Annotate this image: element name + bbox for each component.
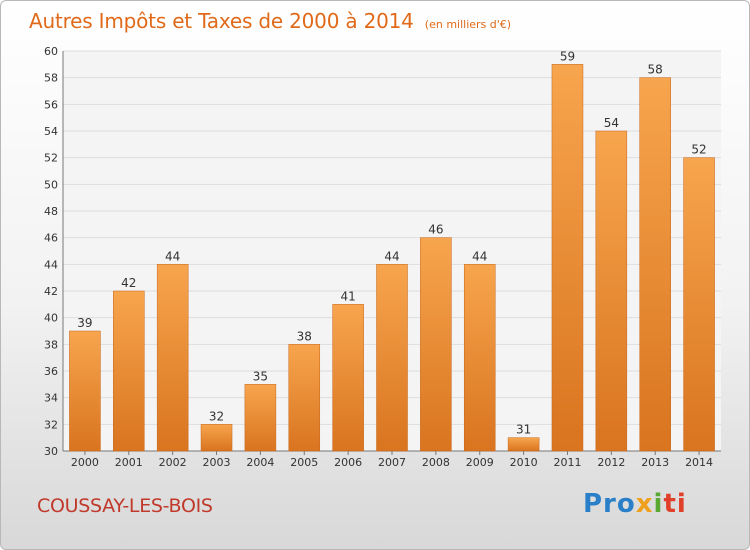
y-tick-label: 32 [44,418,58,431]
bar-2006 [332,304,364,452]
bar-2009 [463,264,496,452]
y-tick-label: 46 [44,232,58,245]
y-tick-label: 34 [44,392,58,405]
bar-value-label: 54 [604,116,619,130]
bar-2005 [288,344,321,452]
y-tick-label: 36 [44,365,58,378]
bar-2011 [551,64,584,452]
bar-value-label: 46 [428,223,443,237]
bar-value-label: 31 [516,423,531,437]
x-tick-label: 2007 [378,456,406,469]
bar-2012 [595,130,628,452]
y-tick-label: 60 [44,45,58,58]
bar-value-label: 44 [472,249,487,263]
x-tick-label: 2003 [203,456,231,469]
y-tick-label: 42 [44,285,58,298]
y-tick-label: 52 [44,152,58,165]
x-tick-label: 2012 [597,456,625,469]
y-tick-label: 30 [44,445,58,458]
y-tick-label: 56 [44,98,58,111]
x-tick-label: 2002 [159,456,187,469]
bar-2014 [683,157,715,452]
bar-2010 [507,437,540,452]
x-tick-label: 2009 [466,456,494,469]
bar-value-label: 38 [297,329,312,343]
bar-2000 [69,330,101,452]
bar-value-label: 58 [648,63,663,77]
bar-value-label: 41 [340,289,355,303]
title-text: Autres Impôts et Taxes de 2000 à 2014 [29,9,414,33]
y-tick-label: 54 [44,125,58,138]
bar-value-label: 59 [560,49,575,63]
logo-part-1: Pro [583,489,636,519]
y-tick-label: 44 [44,258,58,271]
x-tick-label: 2008 [422,456,450,469]
bar-value-label: 39 [77,316,92,330]
logo-part-4: ti [663,489,687,519]
bar-2007 [376,264,408,452]
commune-name: COUSSAY-LES-BOIS [37,495,213,517]
proxiti-logo: Proxiti [583,489,687,519]
bar-2002 [156,264,189,452]
bar-2001 [113,290,145,452]
y-tick-label: 40 [44,312,58,325]
bar-2004 [244,384,277,452]
bar-value-label: 42 [121,276,136,290]
x-tick-label: 2011 [553,456,581,469]
x-tick-label: 2013 [641,456,669,469]
bar-2008 [420,237,452,452]
y-tick-label: 50 [44,178,58,191]
bar-value-label: 52 [691,143,706,157]
y-tick-label: 38 [44,338,58,351]
y-tick-label: 48 [44,205,58,218]
y-tick-label: 58 [44,72,58,85]
bar-2013 [639,77,671,452]
x-tick-label: 2001 [115,456,143,469]
logo-part-3: i [653,489,664,519]
bar-value-label: 44 [384,249,399,263]
logo-part-2: x [635,489,654,519]
bar-value-label: 32 [209,409,224,423]
bar-value-label: 44 [165,249,180,263]
x-tick-label: 2000 [71,456,99,469]
x-tick-label: 2006 [334,456,362,469]
unit-text: (en milliers d'€) [424,18,512,31]
x-tick-label: 2010 [510,456,538,469]
chart-title: Autres Impôts et Taxes de 2000 à 2014 (e… [29,9,511,33]
bar-2003 [200,424,233,452]
x-tick-label: 2014 [685,456,713,469]
x-tick-label: 2005 [290,456,318,469]
bar-value-label: 35 [253,369,268,383]
x-tick-label: 2004 [246,456,274,469]
